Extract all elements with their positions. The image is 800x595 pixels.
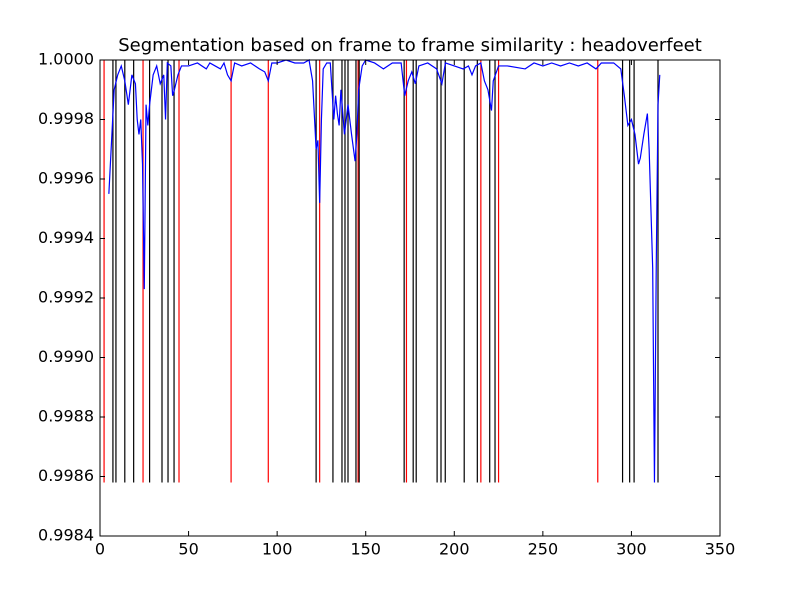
x-tick-label: 200 xyxy=(439,540,470,559)
y-tick-label: 0.9986 xyxy=(38,466,94,485)
x-tick-label: 100 xyxy=(262,540,293,559)
y-tick-label: 0.9990 xyxy=(38,347,94,366)
y-tick-label: 1.0000 xyxy=(38,50,94,69)
chart-title: Segmentation based on frame to frame sim… xyxy=(118,35,702,56)
plot-frame xyxy=(99,59,721,537)
x-tick-label: 250 xyxy=(528,540,559,559)
y-tick-label: 0.9996 xyxy=(38,169,94,188)
y-tick-label: 0.9994 xyxy=(38,228,94,247)
y-tick-label: 0.9988 xyxy=(38,407,94,426)
y-tick-label: 0.9998 xyxy=(38,109,94,128)
x-tick-label: 350 xyxy=(705,540,736,559)
x-tick-label: 150 xyxy=(350,540,381,559)
data-line xyxy=(108,59,661,483)
y-tick-label: 0.9984 xyxy=(38,526,94,545)
x-tick-label: 50 xyxy=(178,540,198,559)
x-tick-label: 0 xyxy=(95,540,105,559)
x-tick-label: 300 xyxy=(616,540,647,559)
y-tick-label: 0.9992 xyxy=(38,288,94,307)
